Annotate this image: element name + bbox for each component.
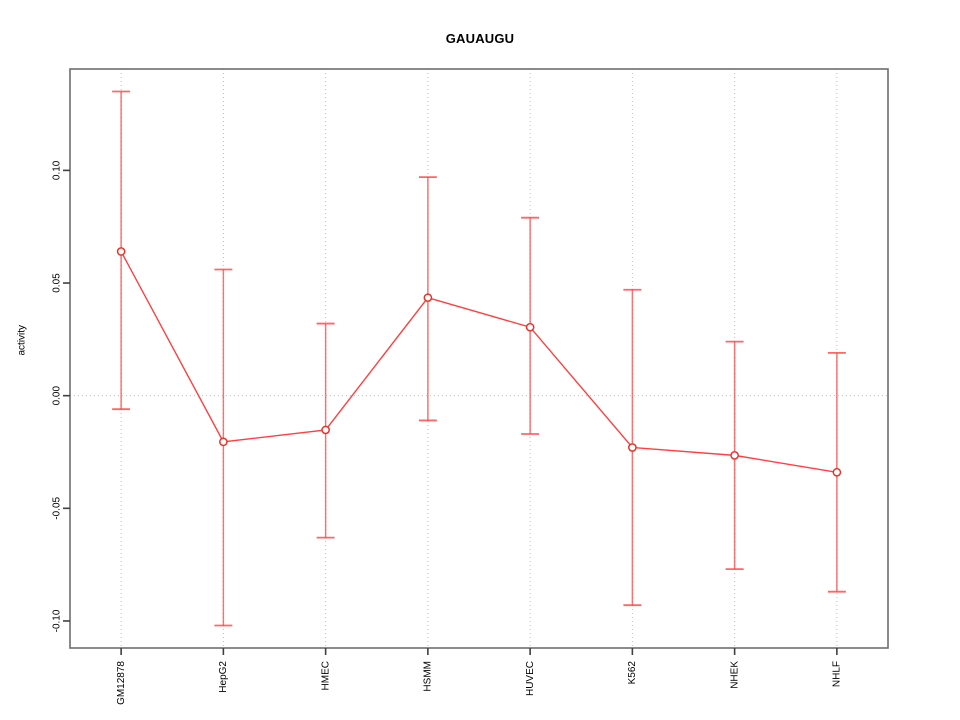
x-axis-tick-label: HMEC [320, 661, 331, 690]
series-line [120, 251, 837, 473]
data-point-marker[interactable] [423, 293, 433, 303]
y-axis-tick-label: -0.10 [52, 609, 63, 632]
data-point-marker[interactable] [832, 467, 842, 477]
x-axis-tick-label: HUVEC [525, 661, 536, 696]
y-axis-tick-label: 0.05 [52, 273, 63, 293]
plot-frame-box [69, 68, 889, 649]
y-axis: 0.10 0.05 0.00 -0.05 -0.10 [52, 160, 70, 632]
x-axis-tick-label: HSMM [423, 661, 434, 692]
data-point-marker[interactable] [116, 247, 126, 256]
data-series [112, 90, 846, 627]
y-axis-tick-label: 0.10 [52, 160, 63, 180]
grid-lines [70, 69, 888, 648]
error-bar [214, 268, 233, 627]
data-point-marker[interactable] [730, 451, 739, 460]
plot-frame [69, 68, 889, 649]
data-point-marker[interactable] [321, 425, 330, 435]
y-axis-tick-label: 0.00 [52, 386, 63, 406]
x-axis: GM12878 HepG2 HMEC HSMM HUVEC K562 NHEK NHLF [116, 648, 843, 705]
x-axis-tick-label: NHEK [729, 661, 740, 689]
x-axis-tick-label: K562 [627, 661, 638, 685]
x-axis-tick-label: NHLF [832, 661, 843, 687]
data-point-marker[interactable] [219, 437, 228, 447]
x-axis-tick-label: GM12878 [116, 661, 127, 705]
x-axis-tick-label: HepG2 [218, 661, 229, 693]
data-point-marker[interactable] [628, 443, 637, 452]
y-axis-tick-label: -0.05 [52, 496, 63, 519]
page-title: GAUAUGU [445, 31, 515, 46]
data-point-marker[interactable] [525, 322, 535, 332]
